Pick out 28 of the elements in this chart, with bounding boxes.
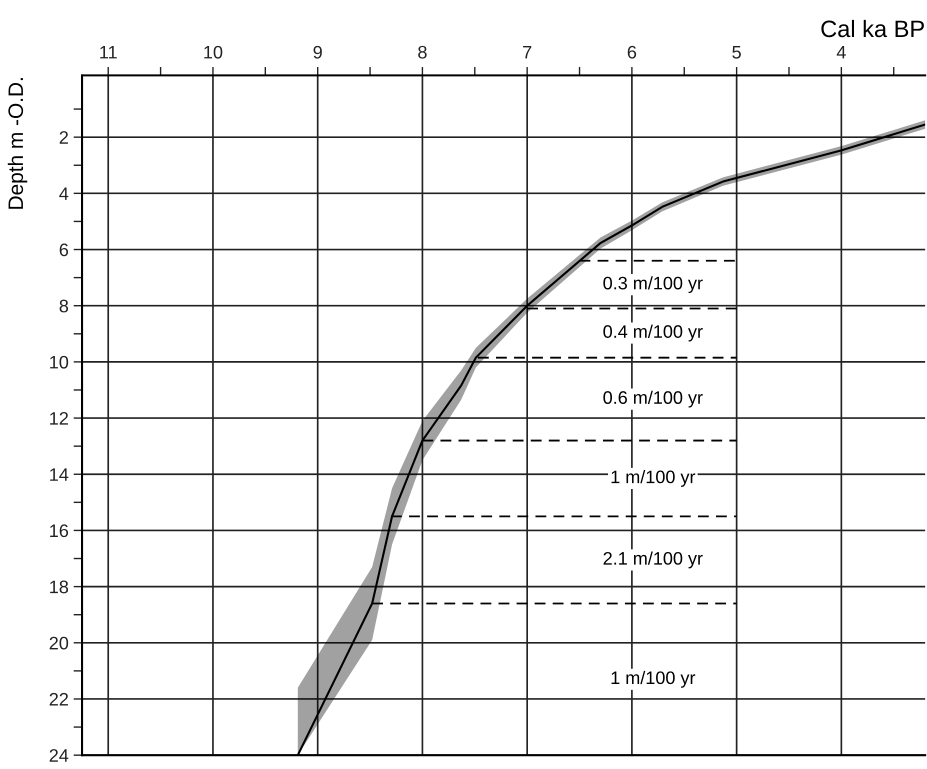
x-tick-label: 10 [204, 46, 222, 59]
annotation: 0.4 m/100 yr [603, 324, 703, 342]
x-tick-label: 4 [836, 46, 846, 58]
y-tick-label: 6 [60, 243, 68, 256]
y-tick-label: 14 [50, 468, 68, 481]
annotation: 0.3 m/100 yr [603, 276, 703, 294]
y-tick-label: 16 [50, 524, 68, 538]
y-tick-label: 12 [50, 412, 68, 425]
x-tick-label: 7 [523, 46, 532, 58]
y-tick-label: 10 [50, 356, 68, 369]
annotation: 0.6 m/100 yr [603, 390, 703, 408]
annotation: 2.1 m/100 yr [604, 552, 703, 568]
y-tick-label: 8 [60, 300, 68, 312]
x-tick-label: 11 [100, 46, 117, 58]
y-axis-title: Depth m -O.D. [8, 78, 28, 209]
y-tick-label: 2 [60, 131, 68, 144]
y-tick-label: 20 [50, 636, 68, 650]
x-tick-label: 8 [418, 46, 427, 59]
y-tick-label: 24 [50, 749, 68, 762]
annotation: 1 m/100 yr [612, 470, 696, 487]
y-tick-label: 18 [50, 580, 68, 594]
annotation: 1 m/100 yr [612, 670, 696, 688]
x-tick-label: 6 [628, 46, 636, 59]
y-tick-label: 4 [59, 187, 68, 200]
x-axis-title: Cal ka BP [821, 20, 924, 38]
y-tick-label: 22 [50, 692, 68, 706]
x-tick-label: 5 [732, 46, 741, 59]
x-tick-label: 9 [314, 46, 322, 59]
